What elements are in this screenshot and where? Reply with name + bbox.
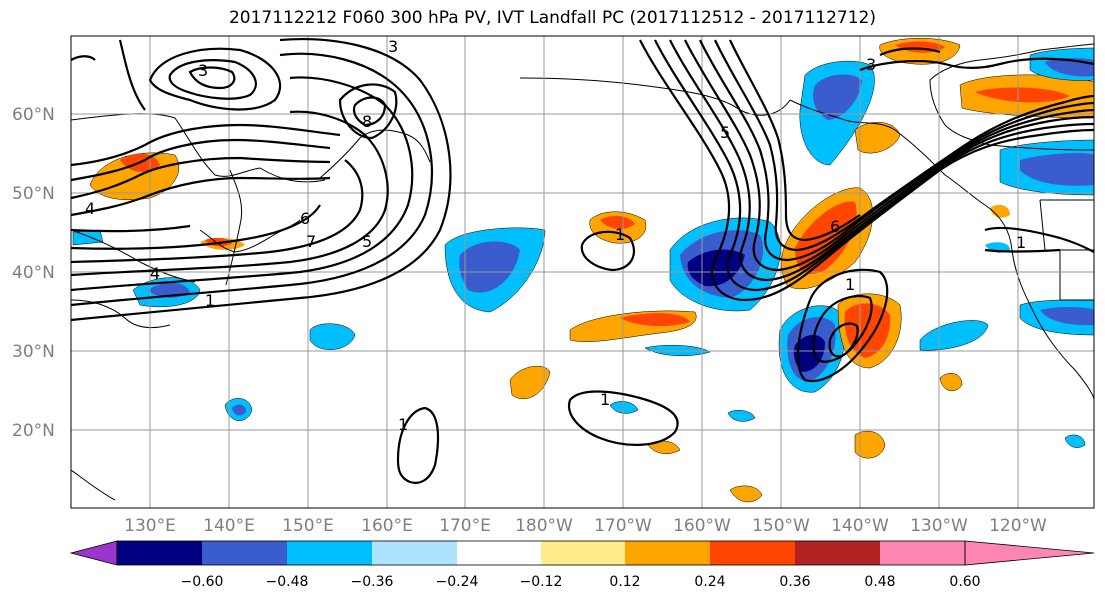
lon-label: 170°W (594, 516, 652, 536)
contour-label: 5 (720, 123, 730, 142)
pv-contours (71, 38, 1094, 484)
lon-label: 160°E (361, 516, 413, 536)
contour-label: 3 (388, 37, 398, 56)
colorbar-tick: −0.24 (436, 574, 479, 590)
contour-label: 1 (398, 415, 408, 434)
colorbar-segment (117, 541, 202, 565)
lon-label: 180°W (515, 516, 573, 536)
gridlines (71, 36, 1094, 508)
contour-label: 1 (615, 225, 625, 244)
colorbar-tick: −0.60 (181, 574, 224, 590)
lon-label: 140°E (203, 516, 255, 536)
colorbar: −0.60 −0.48 −0.36 −0.24 −0.12 0.12 0.24 … (69, 540, 1095, 590)
contour-label: 3 (198, 61, 208, 80)
longitude-labels: 130°E 140°E 150°E 160°E 170°E 180°W 170°… (124, 516, 1047, 536)
colorbar-tick: 0.12 (609, 574, 640, 590)
contour-label: 5 (362, 232, 372, 251)
map-title: 2017112212 F060 300 hPa PV, IVT Landfall… (228, 8, 876, 28)
colorbar-tick: −0.36 (351, 574, 394, 590)
lon-label: 160°W (673, 516, 731, 536)
contour-label: 4 (150, 264, 160, 283)
lon-label: 170°E (439, 516, 491, 536)
contour-label: 6 (300, 209, 310, 228)
colorbar-segment (710, 541, 795, 565)
lon-label: 140°W (831, 516, 889, 536)
colorbar-segment (287, 541, 372, 565)
colorbar-tick: −0.48 (266, 574, 309, 590)
colorbar-segment (541, 541, 625, 565)
contour-label: 3 (866, 55, 876, 74)
contour-label: 7 (306, 232, 316, 251)
colorbar-tick: 0.36 (779, 574, 810, 590)
lon-label: 150°E (282, 516, 334, 536)
contour-label: 4 (85, 199, 95, 218)
latitude-labels: 60°N 50°N 40°N 30°N 20°N (12, 105, 55, 441)
colorbar-tick: 0.48 (864, 574, 895, 590)
colorbar-tick: 0.60 (949, 574, 980, 590)
colorbar-extend-max (964, 540, 1095, 566)
colorbar-segment (880, 541, 965, 565)
lat-label: 60°N (12, 105, 55, 125)
colorbar-segment (457, 541, 541, 565)
colorbar-segment (625, 541, 710, 565)
contour-label: 1 (845, 275, 855, 294)
lat-label: 20°N (12, 421, 55, 441)
lon-label: 150°W (752, 516, 810, 536)
lat-label: 30°N (12, 342, 55, 362)
lon-label: 130°E (124, 516, 176, 536)
lat-label: 40°N (12, 263, 55, 283)
lat-label: 50°N (12, 184, 55, 204)
contour-label: 6 (830, 217, 840, 236)
colorbar-tick: 0.24 (694, 574, 725, 590)
colorbar-extend-min (69, 540, 118, 566)
colorbar-segment (372, 541, 457, 565)
lon-label: 130°W (910, 516, 968, 536)
contour-label: 8 (362, 112, 372, 131)
colorbar-segment (795, 541, 880, 565)
colorbar-segment (202, 541, 287, 565)
contour-label: 1 (600, 390, 610, 409)
contour-label: 1 (205, 291, 215, 310)
contour-labels: 3 4 5 6 7 8 1 3 4 3 5 6 1 1 1 1 1 (85, 37, 1026, 434)
contour-label: 1 (1016, 233, 1026, 252)
map-frame (70, 35, 1095, 509)
colorbar-tick-labels: −0.60 −0.48 −0.36 −0.24 −0.12 0.12 0.24 … (181, 574, 981, 590)
colorbar-tick: −0.12 (520, 574, 563, 590)
lon-label: 120°W (989, 516, 1047, 536)
